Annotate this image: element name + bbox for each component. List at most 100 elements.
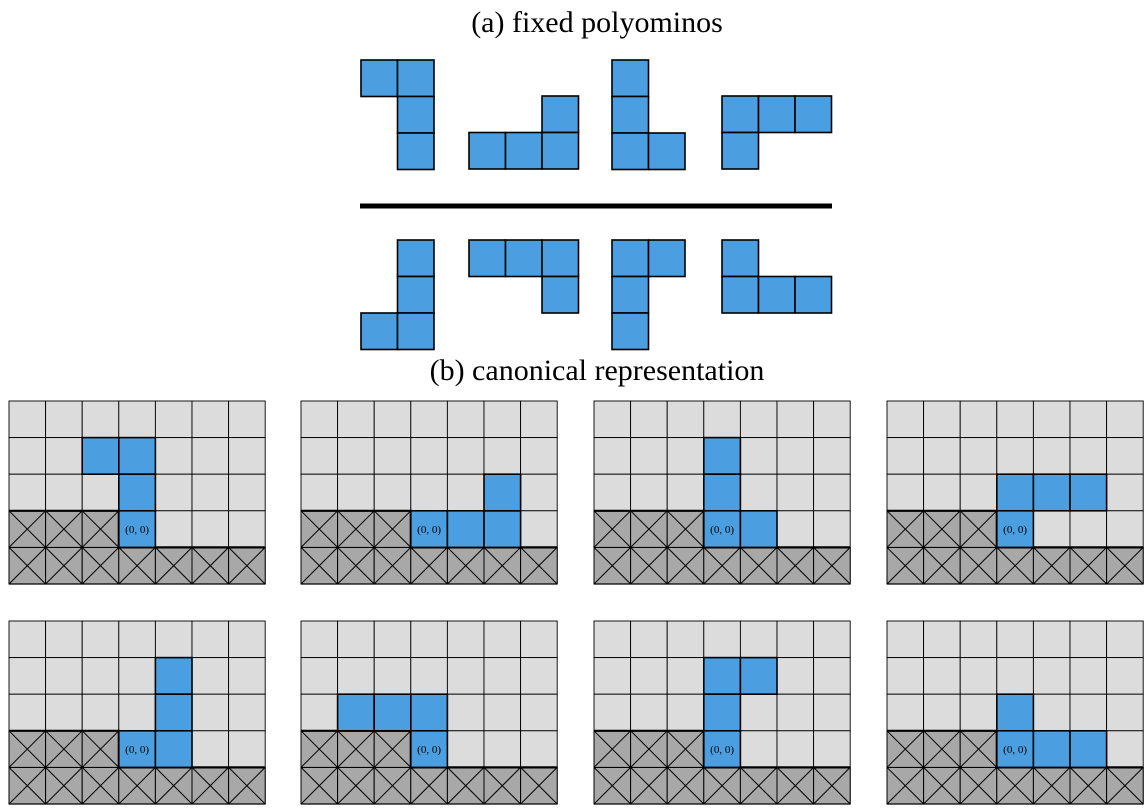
blocked-cell [8, 510, 47, 548]
grid-cell [337, 400, 375, 439]
grid-cell [813, 437, 851, 475]
blocked-cell [337, 546, 375, 585]
polyomino-cell [721, 275, 760, 314]
polyomino-cell [757, 275, 796, 314]
polyomino-cell [396, 95, 435, 134]
grid-cell [959, 657, 998, 695]
grid-cell [630, 693, 668, 732]
grid-cell [593, 657, 632, 695]
blocked-cell [593, 510, 632, 548]
grid-cell [483, 657, 522, 695]
polyomino-cell [154, 656, 193, 695]
grid-cell [191, 693, 230, 732]
polyomino-cell [794, 275, 833, 314]
grid-cell [666, 693, 705, 732]
origin-label: (0, 0) [125, 744, 149, 756]
origin-label: (0, 0) [1003, 524, 1027, 536]
blocked-cell [923, 766, 961, 805]
blocked-cell [446, 766, 485, 805]
grid-cell [520, 657, 558, 695]
grid-cell [1106, 510, 1144, 548]
fixed-polyomino [468, 239, 580, 314]
grid-cell [886, 437, 925, 475]
polyomino-cell [739, 656, 778, 695]
fixed-polyomino [360, 239, 435, 351]
canonical-board: (0, 0) [593, 620, 851, 805]
grid-cell [666, 437, 705, 475]
polyomino-cell [794, 95, 833, 134]
grid-cell [520, 473, 558, 512]
grid-cell [154, 437, 193, 475]
grid-cell [739, 693, 778, 732]
blocked-cell [373, 510, 412, 548]
blocked-cell [703, 766, 741, 805]
blocked-cell [996, 546, 1034, 585]
polyomino-cell [446, 509, 485, 549]
grid-cell [630, 400, 668, 439]
blocked-cell [45, 510, 83, 548]
grid-cell [373, 473, 412, 512]
grid-cell [81, 473, 120, 512]
polyomino-cell [721, 131, 760, 170]
grid-cell [191, 620, 230, 659]
fixed-polyominos [360, 59, 833, 351]
grid-cell [8, 693, 47, 732]
blocked-cell [923, 510, 961, 548]
grid-cell [228, 437, 266, 475]
polyomino-cell [483, 509, 522, 549]
origin-label: (0, 0) [125, 524, 149, 536]
grid-cell [8, 437, 47, 475]
grid-cell [337, 473, 375, 512]
polyomino-cell [373, 693, 412, 732]
grid-cell [118, 400, 156, 439]
blocked-cell [373, 730, 412, 768]
grid-cell [1032, 657, 1071, 695]
blocked-cell [81, 730, 120, 768]
polyomino-cell [360, 59, 399, 98]
blocked-cell [118, 546, 156, 585]
polyomino-cell [647, 239, 686, 278]
grid-cell [45, 400, 83, 439]
polyomino-cell [702, 436, 742, 476]
blocked-cell [300, 766, 339, 805]
grid-cell [446, 400, 485, 439]
grid-cell [45, 437, 83, 475]
grid-cell [739, 730, 778, 768]
grid-cell [1106, 620, 1144, 659]
canonical-board: (0, 0) [886, 620, 1144, 805]
grid-cell [520, 620, 558, 659]
grid-cell [959, 437, 998, 475]
polyomino-cell [118, 509, 157, 549]
grid-cell [8, 620, 47, 659]
blocked-cell [666, 510, 705, 548]
blocked-cell [45, 546, 83, 585]
polyomino-cell [541, 239, 580, 278]
blocked-cell [666, 766, 705, 805]
grid-cell [1032, 620, 1071, 659]
grid-cell [81, 620, 120, 659]
grid-cell [410, 473, 448, 512]
blocked-cell [373, 766, 412, 805]
grid-cell [1032, 510, 1071, 548]
grid-cell [703, 620, 741, 659]
grid-cell [1032, 400, 1071, 439]
blocked-cell [8, 730, 47, 768]
polyomino-cell [541, 131, 580, 170]
canonical-board: (0, 0) [8, 400, 266, 585]
fixed-polyomino [611, 239, 686, 351]
blocked-cell [81, 766, 120, 805]
blocked-cell [45, 730, 83, 768]
blocked-cell [886, 730, 925, 768]
grid-cell [996, 437, 1034, 475]
polyomino-cell [739, 509, 778, 549]
blocked-cell [813, 546, 851, 585]
origin-label: (0, 0) [710, 744, 734, 756]
polyomino-cell [118, 473, 157, 512]
grid-cell [996, 657, 1034, 695]
grid-cell [776, 510, 815, 548]
blocked-cell [191, 546, 230, 585]
grid-cell [300, 473, 339, 512]
grid-cell [520, 400, 558, 439]
grid-cell [8, 657, 47, 695]
blocked-cell [1106, 766, 1144, 805]
